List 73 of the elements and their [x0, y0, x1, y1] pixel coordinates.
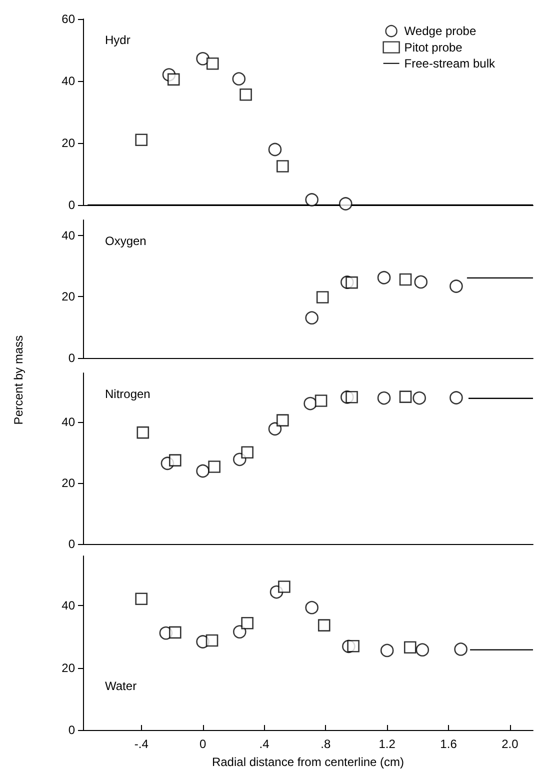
y-tick-label: 20: [62, 660, 76, 675]
point: [233, 625, 246, 638]
point: [241, 446, 254, 459]
point: [314, 394, 328, 407]
point: [136, 426, 150, 439]
legend-label: Free-stream bulk: [404, 56, 496, 70]
point: [268, 422, 282, 436]
text: Nitrogen: [105, 387, 150, 401]
text: Hydr: [105, 33, 130, 47]
y-tick-label: 0: [68, 198, 76, 212]
legend-label: Wedge probe: [404, 24, 476, 38]
point: [276, 160, 289, 172]
point: [305, 193, 318, 206]
y-tick-label: 0: [68, 537, 76, 551]
point: [399, 390, 412, 403]
point: [377, 391, 391, 405]
x-tick-label: -.4: [134, 737, 149, 751]
y-tick-label: 40: [62, 414, 76, 429]
x-tick-label: 0: [199, 737, 206, 751]
point: [135, 592, 148, 606]
y-tick-label: 40: [62, 74, 76, 88]
point: [399, 273, 412, 286]
point: [414, 275, 428, 289]
y-tick-label: 60: [62, 12, 76, 26]
point: [450, 391, 463, 404]
x-tick-label: 1.6: [440, 737, 458, 751]
point: [196, 52, 210, 66]
point: [305, 600, 318, 614]
point: [412, 391, 426, 405]
point: [208, 460, 220, 473]
y-axis-title: Percent by mass: [11, 335, 26, 425]
y-tick-label: 20: [62, 290, 76, 304]
point: [206, 57, 219, 70]
point: [304, 396, 317, 410]
point: [316, 291, 329, 304]
point: [347, 640, 360, 652]
point: [305, 311, 318, 324]
point: [196, 464, 210, 478]
x-axis-title: Radial distance from centerline (cm): [212, 755, 404, 769]
point: [318, 619, 330, 632]
text: Oxygen: [105, 234, 146, 248]
point: [276, 414, 289, 426]
point: [135, 134, 148, 146]
point: [377, 271, 391, 284]
y-tick-label: 40: [62, 598, 76, 613]
point: [206, 634, 218, 647]
point: [169, 454, 182, 466]
x-tick-label: 2.0: [502, 737, 519, 751]
point: [232, 72, 246, 86]
point: [346, 276, 358, 289]
x-tick-label: .8: [320, 737, 331, 751]
point: [268, 142, 282, 156]
y-tick-label: 0: [68, 351, 76, 365]
point: [450, 280, 463, 293]
y-tick-label: 20: [62, 476, 76, 490]
point: [278, 580, 290, 593]
x-tick-label: 1.2: [378, 737, 396, 751]
x-tick-label: .4: [259, 737, 270, 751]
point: [404, 641, 416, 654]
point: [167, 73, 180, 86]
point: [169, 626, 182, 639]
point: [380, 644, 394, 658]
point: [240, 88, 252, 101]
text: Water: [105, 679, 137, 693]
point: [416, 643, 430, 656]
point: [454, 642, 468, 656]
y-tick-label: 20: [62, 136, 76, 150]
point: [346, 390, 358, 404]
y-tick-label: 0: [68, 723, 76, 737]
point: [338, 197, 352, 210]
legend-label: Pitot probe: [404, 40, 463, 54]
point: [241, 616, 254, 630]
y-tick-label: 40: [62, 228, 76, 242]
